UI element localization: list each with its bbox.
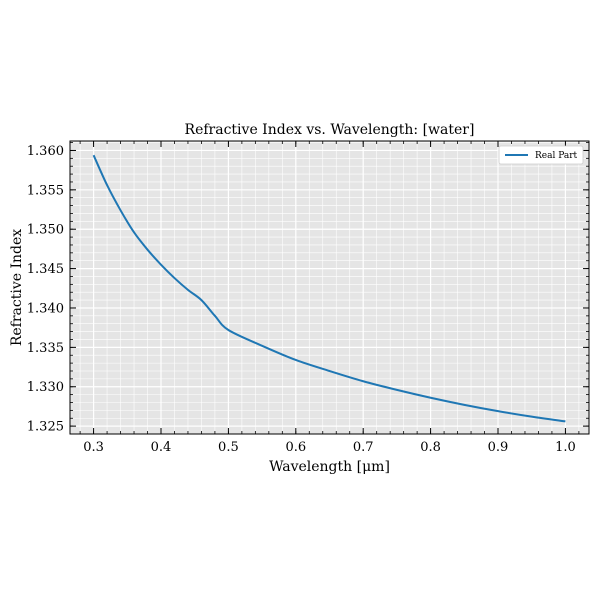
y-axis-label: Refractive Index bbox=[9, 229, 25, 346]
plot-area bbox=[70, 141, 589, 434]
legend-label-real-part: Real Part bbox=[535, 151, 578, 161]
x-tick-label: 0.8 bbox=[420, 440, 441, 455]
x-tick-label: 0.4 bbox=[151, 440, 172, 455]
ticks: 0.3 0.4 0.5 0.6 0.7 0.8 0.9 1.0 1.325 1.330 1.335 1… bbox=[27, 141, 589, 455]
legend: Real Part bbox=[498, 145, 584, 165]
y-tick-label: 1.325 bbox=[27, 420, 64, 435]
x-tick-label: 0.7 bbox=[353, 440, 374, 455]
y-tick-label: 1.330 bbox=[27, 380, 64, 395]
plot-frame bbox=[69, 140, 590, 435]
legend-box bbox=[498, 145, 584, 165]
x-tick-label: 1.0 bbox=[555, 440, 576, 455]
series-line-real-part bbox=[92, 154, 566, 423]
y-tick-label: 1.340 bbox=[27, 301, 64, 316]
series-layer bbox=[92, 154, 566, 423]
x-axis-label: Wavelength [μm] bbox=[269, 459, 390, 475]
y-tick-label: 1.360 bbox=[27, 144, 64, 159]
x-tick-label: 0.3 bbox=[83, 440, 104, 455]
x-tick-label: 0.9 bbox=[488, 440, 509, 455]
y-tick-label: 1.335 bbox=[27, 341, 64, 356]
x-tick-label: 0.5 bbox=[218, 440, 239, 455]
y-tick-label: 1.350 bbox=[27, 223, 64, 238]
chart-title: Refractive Index vs. Wavelength: [water] bbox=[185, 122, 475, 138]
x-tick-label: 0.6 bbox=[285, 440, 306, 455]
y-tick-label: 1.345 bbox=[27, 262, 64, 277]
y-tick-label: 1.355 bbox=[27, 183, 64, 198]
